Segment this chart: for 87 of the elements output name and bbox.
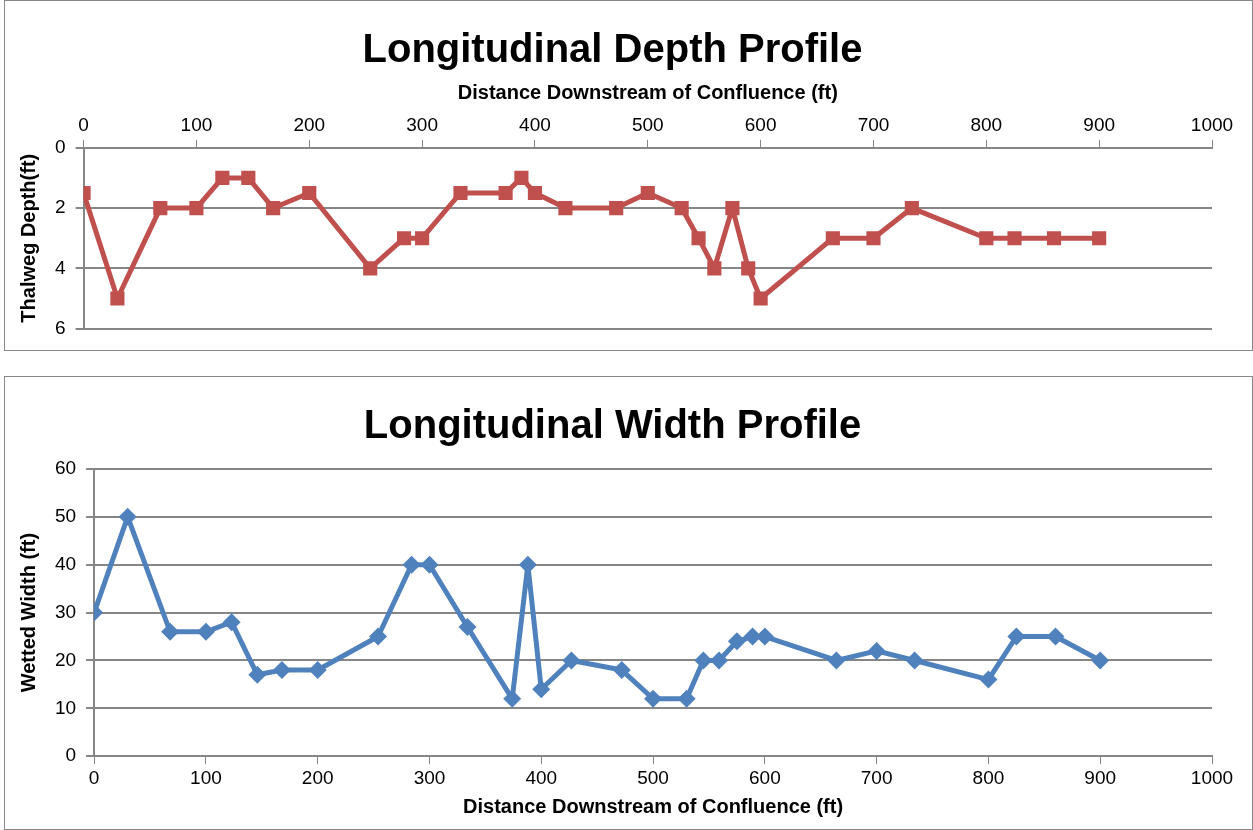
point (266, 201, 281, 216)
point (609, 201, 624, 216)
chart-title: Longitudinal Width Profile (363, 402, 862, 447)
y-tick-label: 2 (54, 196, 66, 218)
y-tick-label: 0 (65, 744, 77, 766)
y-tick-label: 6 (54, 316, 66, 338)
point (302, 185, 317, 201)
x-tick-label: 800 (970, 113, 1003, 135)
point (363, 261, 378, 276)
point (415, 231, 430, 246)
x-tick-label: 700 (857, 113, 890, 135)
point (691, 231, 706, 246)
point (904, 201, 919, 216)
x-tick-label: 100 (190, 766, 222, 788)
y-axis-title: Thalweg Depth(ft) (16, 153, 39, 323)
x-tick-label: 300 (413, 766, 446, 788)
x-tick-label: 200 (293, 113, 326, 135)
point (741, 261, 756, 276)
y-tick-label: 4 (54, 256, 66, 278)
point (458, 617, 477, 636)
point (753, 291, 768, 306)
point (272, 661, 291, 680)
point (110, 291, 125, 306)
y-tick-label: 30 (54, 600, 77, 622)
x-tick-label: 200 (301, 766, 334, 788)
point (710, 651, 729, 670)
y-axis-title: Wetted Width (ft) (16, 532, 39, 693)
point (725, 201, 740, 216)
y-tick-label: 50 (54, 505, 77, 527)
x-axis-title: Distance Downstream of Confluence (ft) (457, 80, 838, 103)
point (153, 201, 168, 216)
point (707, 261, 722, 276)
point (241, 170, 256, 185)
point (867, 641, 886, 660)
point (248, 665, 267, 684)
point (402, 555, 421, 574)
x-tick-label: 900 (1083, 113, 1116, 135)
x-tick-label: 700 (860, 766, 893, 788)
point (453, 185, 468, 201)
x-tick-label: 500 (637, 766, 669, 788)
point (532, 680, 551, 699)
point (677, 689, 696, 708)
point (674, 201, 689, 216)
point (727, 632, 746, 651)
x-tick-label: 400 (525, 766, 558, 788)
point (1007, 231, 1022, 246)
point (420, 555, 439, 574)
point (979, 670, 998, 689)
x-tick-label: 300 (406, 113, 438, 135)
x-tick-label: 900 (1084, 766, 1117, 788)
point (562, 651, 581, 670)
point (118, 507, 137, 526)
chart-title: Longitudinal Depth Profile (362, 26, 863, 71)
point (1091, 651, 1110, 670)
x-tick-label: 800 (972, 766, 1005, 788)
x-tick-label: 400 (519, 113, 551, 135)
x-tick-label: 500 (631, 113, 664, 135)
y-tick-label: 60 (54, 457, 77, 479)
point (527, 185, 543, 201)
point (905, 651, 924, 670)
point (866, 231, 881, 246)
point (498, 185, 513, 201)
point (827, 651, 846, 670)
point (215, 170, 230, 185)
y-tick-label: 20 (54, 648, 77, 670)
x-axis-title: Distance Downstream of Confluence (ft) (463, 794, 844, 817)
point (558, 201, 573, 216)
y-tick-label: 10 (54, 696, 77, 718)
y-tick-label: 40 (54, 552, 77, 574)
point (640, 185, 655, 201)
point (222, 613, 241, 632)
point (189, 201, 204, 216)
point (1046, 231, 1062, 246)
point (612, 661, 631, 680)
y-tick-label: 0 (54, 136, 66, 158)
point (825, 231, 840, 246)
x-tick-label: 1000 (1190, 113, 1234, 135)
x-tick-label: 600 (744, 113, 777, 135)
point (514, 170, 529, 185)
x-tick-label: 100 (180, 113, 213, 135)
x-tick-label: 0 (88, 766, 100, 788)
x-tick-label: 600 (749, 766, 781, 788)
point (396, 231, 412, 246)
point (979, 231, 994, 246)
point (369, 627, 388, 646)
x-tick-label: 1000 (1190, 766, 1234, 788)
point (1092, 231, 1107, 246)
